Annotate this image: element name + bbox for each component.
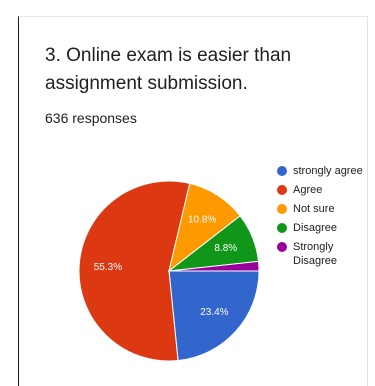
slice-label: 10.8% [188,215,216,226]
slice-label: 55.3% [94,262,122,273]
legend-swatch [277,204,287,214]
question-title: 3. Online exam is easier than assignment… [45,45,292,94]
legend-item: Strongly Disagree [277,240,373,268]
pie-chart: 23.4% 55.3% 10.8% 8.8% [78,180,260,362]
legend-item: Agree [277,183,373,197]
response-count: 636 responses [45,110,137,126]
pie-slice-strongly-agree [168,270,260,362]
slice-label: 23.4% [200,307,228,318]
legend-swatch [277,242,287,252]
legend-label: Strongly Disagree [293,241,338,267]
legend-item: Not sure [277,202,373,216]
legend-item: Disagree [277,221,373,235]
legend-swatch [277,166,287,176]
legend-label: strongly agree [293,165,363,177]
legend-label: Not sure [293,203,335,215]
pie-slice-strongly-disagree [168,260,260,272]
slice-label: 8.8% [214,243,237,254]
legend-label: Disagree [293,222,338,234]
legend-swatch [277,223,287,233]
pie-slice-agree [78,180,191,362]
legend-label: Agree [293,184,323,196]
legend-item: strongly agree [277,164,373,178]
legend-swatch [277,185,287,195]
chart-legend: strongly agree Agree Not sure Disagree Stron… [277,164,373,273]
